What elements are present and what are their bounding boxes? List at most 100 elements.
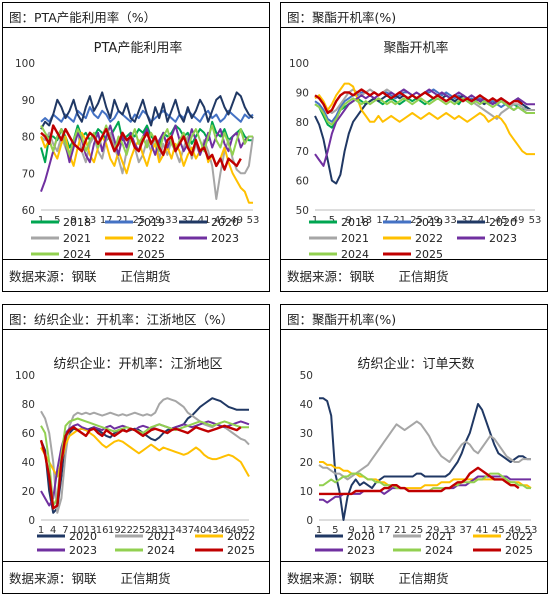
x-tick-label: 25 [410, 215, 423, 226]
y-tick-label: 100 [15, 370, 35, 382]
legend-label-2019: 2019 [415, 216, 443, 229]
chart-textile-rate: 纺织企业：开机率：江浙地区 0 20 40 60 80 100 1 4 7 10 13 16 19 22 25… [15, 356, 256, 557]
x-tick-label: 33 [444, 215, 457, 226]
x-tick-label: 49 [230, 215, 243, 226]
divider [281, 259, 547, 260]
series-line-2025 [39, 424, 242, 510]
x-tick-label: 22 [120, 525, 133, 536]
chart-title: PTA产能利用率 [94, 40, 183, 56]
x-tick-label: 13 [84, 525, 97, 536]
y-tick-label: 40 [22, 457, 35, 469]
series-line-2025 [319, 466, 520, 496]
source-text-2: 正信期货 [398, 571, 449, 586]
legend-label-2023: 2023 [211, 232, 239, 245]
x-tick-label: 53 [247, 215, 260, 226]
y-tick-label: 50 [296, 205, 309, 217]
y-tick-label: 0 [306, 515, 313, 527]
x-tick-label: 16 [96, 525, 109, 536]
divider [3, 27, 269, 28]
series-line-2020 [40, 91, 254, 130]
x-tick-label: 45 [492, 525, 505, 536]
panel-polyester: 图：聚酯开机率(%) 聚酯开机率506070809010015913172125… [280, 2, 548, 292]
panel-pta: 图：PTA产能利用率（%） PTA产能利用率607080901001591317… [2, 2, 270, 292]
legend-label-2021: 2021 [147, 530, 175, 543]
x-tick-label: 52 [243, 525, 256, 536]
series-line-2024 [40, 417, 249, 507]
source-text-2: 正信期货 [120, 269, 171, 284]
series-line-2024 [40, 124, 253, 156]
x-tick-label: 9 [348, 525, 354, 536]
x-tick-label: 13 [359, 215, 372, 226]
y-tick-label: 60 [22, 428, 35, 440]
legend-label-2024: 2024 [425, 544, 453, 557]
source-text: 数据来源：钢联 [9, 571, 97, 586]
x-tick-label: 37 [459, 525, 472, 536]
y-tick-label: 100 [15, 58, 35, 70]
x-tick-label: 49 [508, 525, 521, 536]
y-tick-label: 40 [300, 399, 313, 411]
x-tick-label: 9 [70, 215, 76, 226]
x-tick-label: 45 [214, 215, 227, 226]
y-tick-label: 10 [300, 486, 313, 498]
x-tick-label: 46 [218, 525, 231, 536]
y-tick-label: 80 [22, 399, 35, 411]
x-tick-label: 1 [316, 525, 322, 536]
legend-label-2025: 2025 [137, 248, 165, 258]
y-tick-label: 80 [22, 132, 35, 144]
series-line-2021 [40, 397, 250, 514]
y-tick-label: 90 [22, 95, 35, 107]
panel-title: 图：PTA产能利用率（%） [9, 10, 157, 25]
legend-label-2023: 2023 [347, 544, 375, 557]
x-tick-label: 5 [332, 525, 338, 536]
chart-title: 纺织企业：订单天数 [357, 356, 474, 372]
y-tick-label: 0 [28, 515, 35, 527]
x-tick-label: 28 [145, 525, 158, 536]
chart-polyester: 聚酯开机率50607080901001591317212529333741454… [289, 40, 541, 258]
source-text-2: 正信期货 [398, 269, 449, 284]
x-tick-label: 31 [157, 525, 170, 536]
y-tick-label: 30 [300, 428, 313, 440]
x-tick-label: 25 [410, 525, 423, 536]
legend-label-2020: 2020 [69, 530, 97, 543]
divider [3, 329, 269, 330]
source-note: 数据来源：钢联 正信期货 [9, 266, 171, 285]
legend-label-2022: 2022 [227, 530, 255, 543]
legend-label-2021: 2021 [63, 232, 91, 245]
x-tick-label: 9 [346, 215, 352, 226]
chart-title: 纺织企业：开机率：江浙地区 [53, 356, 222, 372]
series-line-2025 [40, 124, 242, 171]
y-tick-label: 20 [300, 457, 313, 469]
x-tick-label: 29 [149, 215, 162, 226]
legend-label-2022: 2022 [415, 232, 443, 245]
y-tick-label: 70 [296, 146, 309, 158]
x-tick-label: 17 [378, 525, 391, 536]
legend-label-2021: 2021 [341, 232, 369, 245]
x-tick-label: 7 [62, 525, 68, 536]
source-text: 数据来源：钢联 [287, 269, 375, 284]
x-tick-label: 49 [230, 525, 243, 536]
x-tick-label: 53 [525, 525, 538, 536]
panel-title: 图：聚酯开机率(%) [287, 10, 397, 25]
legend-label-2021: 2021 [425, 530, 453, 543]
x-tick-label: 37 [181, 525, 194, 536]
divider [3, 561, 269, 562]
legend-label-2024: 2024 [63, 248, 91, 258]
source-note: 数据来源：钢联 正信期货 [287, 568, 449, 587]
series-line-2020 [319, 397, 531, 521]
x-tick-label: 1 [38, 525, 44, 536]
divider [281, 561, 547, 562]
x-tick-label: 17 [376, 215, 389, 226]
divider [281, 329, 547, 330]
x-tick-label: 13 [84, 215, 97, 226]
series-line-2023 [40, 420, 250, 507]
x-tick-label: 19 [108, 525, 121, 536]
legend-label-2018: 2018 [341, 216, 369, 229]
y-tick-label: 90 [296, 87, 309, 99]
x-tick-label: 10 [71, 525, 84, 536]
x-tick-label: 34 [169, 525, 182, 536]
x-tick-label: 29 [427, 525, 440, 536]
x-tick-label: 43 [206, 525, 219, 536]
divider [3, 259, 269, 260]
y-tick-label: 70 [22, 168, 35, 180]
